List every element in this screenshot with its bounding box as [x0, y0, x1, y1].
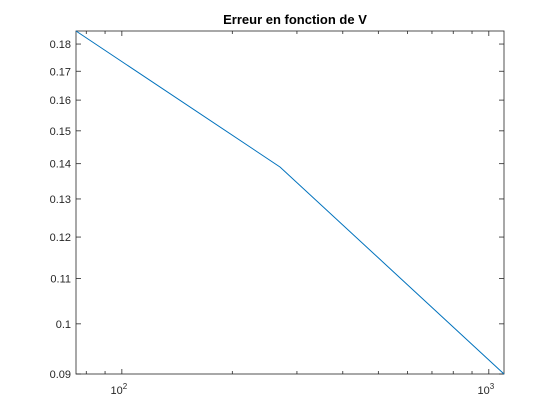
y-tick-label: 0.18: [50, 39, 71, 51]
x-tick-label: 103: [477, 382, 494, 397]
plot-area: [75, 30, 505, 375]
y-tick-label: 0.17: [50, 66, 71, 78]
y-tick-label: 0.12: [50, 232, 71, 244]
series-line: [75, 30, 505, 375]
x-tick-base: 10: [110, 385, 122, 397]
y-tick-label: 0.16: [50, 95, 71, 107]
chart-title: Erreur en fonction de V: [223, 12, 367, 27]
x-tick-base: 10: [477, 385, 489, 397]
y-tick-label: 0.13: [50, 194, 71, 206]
y-tick-label: 0.15: [50, 126, 71, 138]
y-tick-label: 0.09: [50, 369, 71, 381]
y-tick-label: 0.14: [50, 159, 71, 171]
y-tick-label: 0.11: [50, 273, 71, 285]
x-tick-label: 102: [110, 382, 127, 397]
x-tick-exponent: 3: [490, 382, 495, 391]
x-tick-exponent: 2: [123, 382, 128, 391]
y-tick-label: 0.1: [56, 319, 71, 331]
